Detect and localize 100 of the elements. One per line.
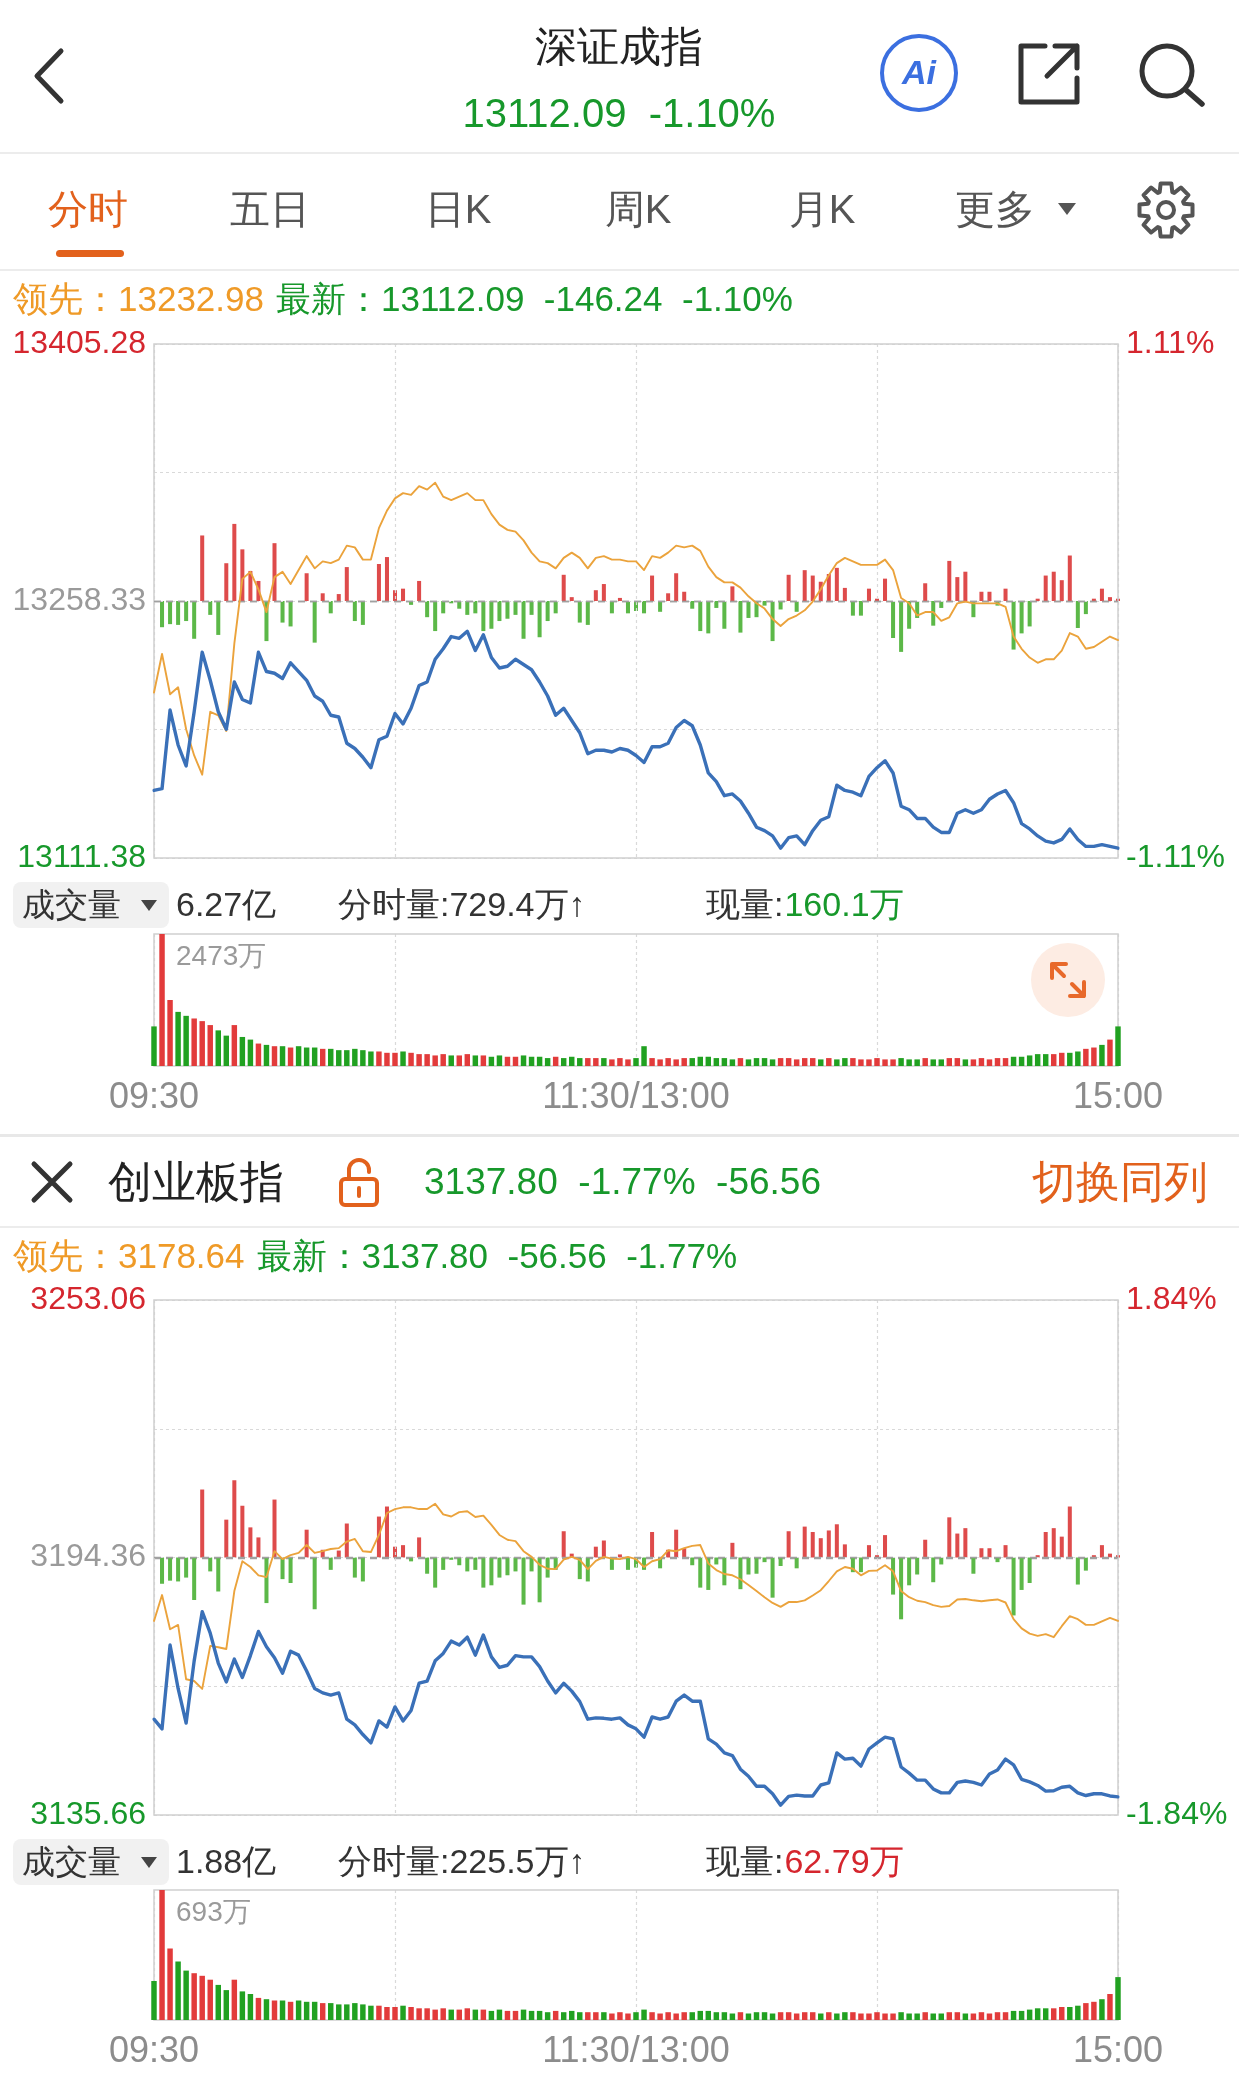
bar <box>344 567 349 601</box>
bar <box>224 563 229 601</box>
bar <box>754 1557 759 1574</box>
bar <box>834 1059 840 1066</box>
bar <box>1075 601 1080 628</box>
bar <box>698 601 703 632</box>
bar <box>552 2010 559 2020</box>
bar <box>938 1059 944 1066</box>
bar <box>698 1557 703 1588</box>
bar <box>914 1059 920 1066</box>
bar <box>176 1557 181 1582</box>
bar <box>834 2013 840 2020</box>
bar <box>537 601 542 638</box>
bar <box>858 601 863 616</box>
bar <box>464 1054 471 1066</box>
bar <box>215 1984 221 2020</box>
bar <box>705 1056 712 1066</box>
bar <box>569 2010 575 2020</box>
bar <box>264 1557 269 1604</box>
bar <box>834 1524 839 1558</box>
annotation: 2473万 <box>176 939 267 973</box>
bar <box>962 1059 969 1066</box>
bar <box>520 1055 527 1066</box>
bar <box>786 1531 791 1558</box>
bar <box>946 2012 953 2020</box>
bar <box>882 2013 888 2020</box>
bar <box>641 2009 647 2020</box>
bar <box>858 1557 863 1573</box>
text: 6.27亿 <box>176 885 277 925</box>
bar <box>729 1059 736 1066</box>
chart-subtitle: 13112.09 -1.10% <box>462 90 776 136</box>
bar <box>184 1557 189 1578</box>
bar <box>392 1052 398 1066</box>
bar <box>898 1058 904 1066</box>
bar <box>762 601 767 606</box>
bar <box>1075 2005 1081 2020</box>
bar <box>955 1533 960 1558</box>
y2-tick-label: 1.11% <box>1126 323 1215 360</box>
bar <box>753 1058 760 1066</box>
bar <box>1003 1545 1008 1558</box>
bar <box>730 586 735 601</box>
bar <box>497 1557 502 1578</box>
bar <box>521 601 526 639</box>
bar <box>954 2012 961 2020</box>
bar <box>263 1044 270 1066</box>
bar <box>842 2012 848 2020</box>
text: 160.1万 <box>784 885 904 925</box>
bar <box>536 2010 543 2020</box>
bar <box>1067 2007 1073 2020</box>
bar <box>866 1059 872 1066</box>
bar <box>1051 1054 1057 1066</box>
bar <box>697 1056 703 1066</box>
bar <box>216 1557 221 1592</box>
bar <box>328 1048 334 1066</box>
bar <box>899 601 904 652</box>
bar <box>224 1519 229 1558</box>
bar <box>1115 1026 1121 1066</box>
bar <box>303 2001 310 2020</box>
text: 分时 <box>48 186 128 232</box>
bar <box>883 578 888 601</box>
bar <box>689 1058 695 1066</box>
bar <box>247 1039 254 1066</box>
bar <box>1107 1994 1113 2020</box>
bar <box>842 1544 847 1558</box>
bar <box>866 588 871 601</box>
bar <box>336 594 341 601</box>
bar <box>609 2013 615 2020</box>
bar <box>1107 1039 1113 1066</box>
bar <box>432 2009 438 2020</box>
bar <box>922 2012 928 2020</box>
bar <box>200 1489 205 1558</box>
bar <box>280 601 285 623</box>
bar <box>151 1981 157 2020</box>
bar <box>223 1990 230 2020</box>
bar <box>666 593 671 601</box>
bar <box>1011 1557 1016 1616</box>
text: 切换同列 <box>1032 1156 1208 1208</box>
bar <box>585 601 590 625</box>
y-tick-label: 3253.06 <box>30 1279 146 1316</box>
bar <box>1018 1056 1025 1066</box>
bar <box>360 1557 365 1582</box>
bar <box>424 1054 430 1066</box>
chart-title: 创业板指 <box>108 1156 284 1208</box>
bar <box>159 1890 165 2020</box>
bar <box>1026 1055 1033 1066</box>
bar <box>954 1058 961 1066</box>
bar <box>585 2012 591 2020</box>
bar <box>577 1058 583 1066</box>
bar <box>513 601 518 615</box>
bar <box>199 1975 205 2020</box>
bar <box>697 2010 703 2020</box>
bar <box>384 1506 389 1558</box>
bar <box>1091 2001 1097 2020</box>
bar <box>232 523 237 601</box>
bar <box>319 2003 326 2020</box>
bar <box>874 2012 880 2020</box>
bar <box>689 2012 695 2020</box>
bar <box>1075 1557 1080 1585</box>
bar <box>504 1056 511 1066</box>
bar <box>907 601 912 629</box>
